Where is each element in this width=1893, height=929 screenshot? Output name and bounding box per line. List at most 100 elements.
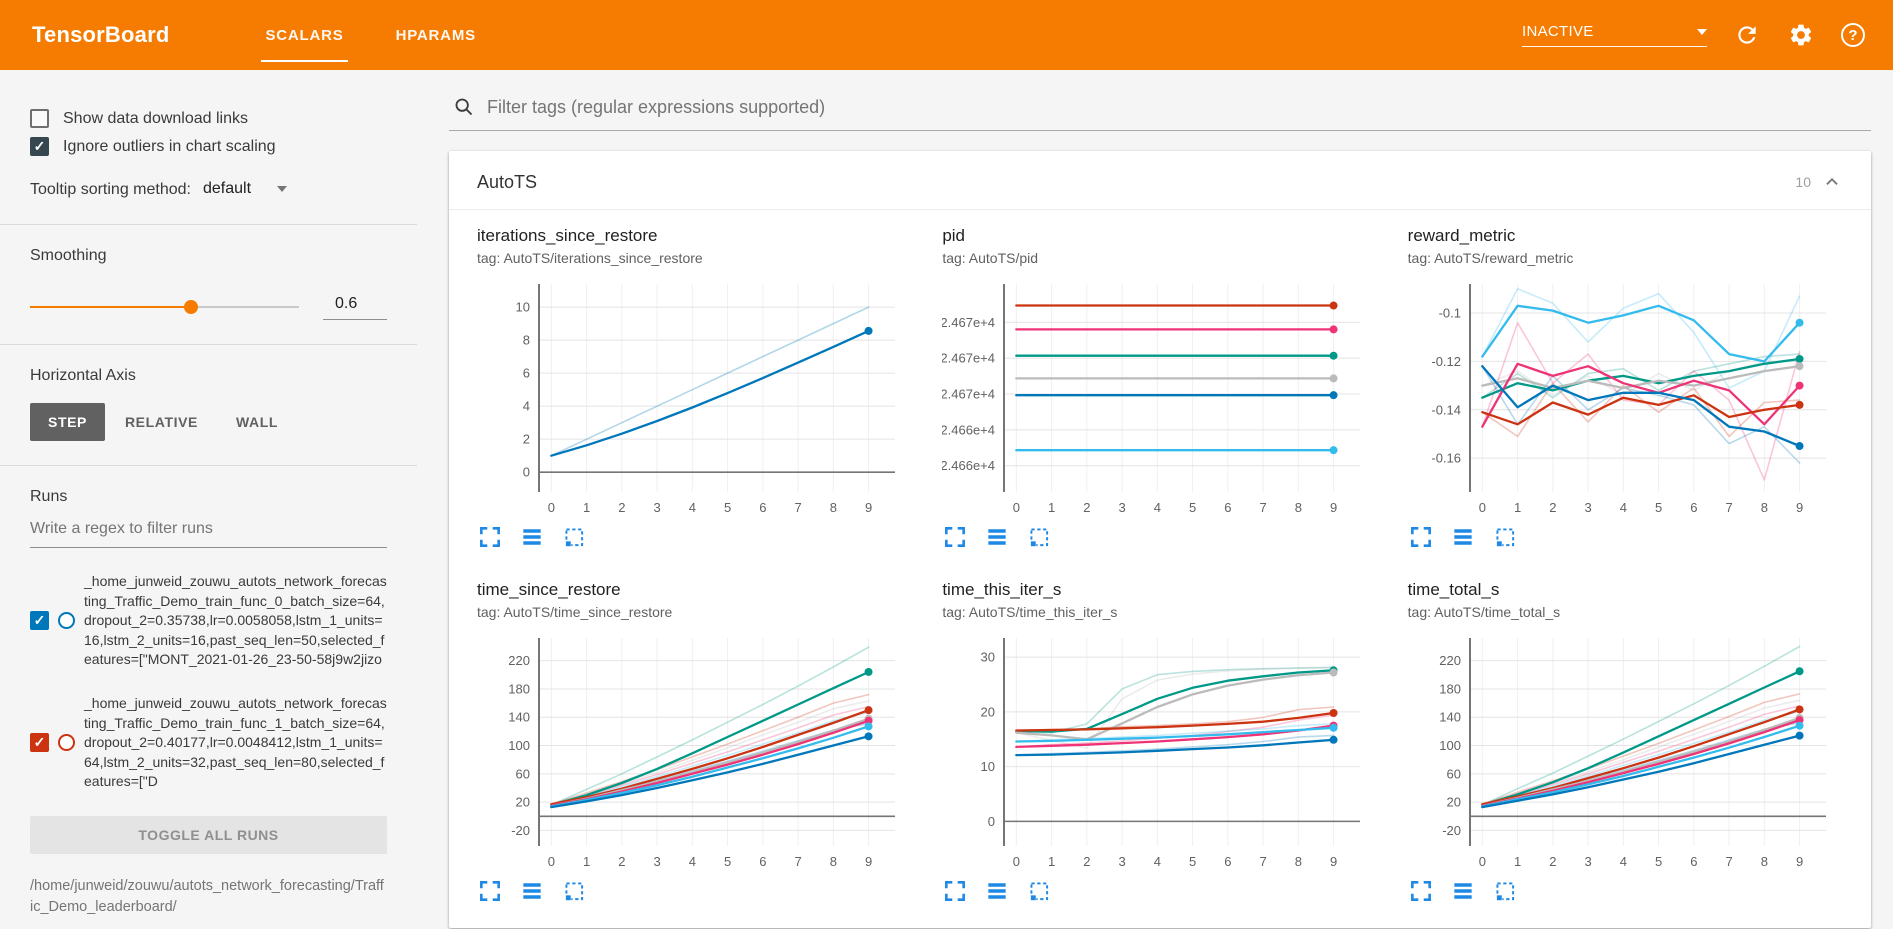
fit-domain-icon[interactable] [561, 524, 587, 550]
run-checkbox[interactable]: ✓ [30, 733, 49, 753]
checkbox-row-0[interactable]: Show data download links [30, 109, 387, 128]
svg-text:2.466e+4: 2.466e+4 [942, 458, 995, 473]
tab-hparams[interactable]: HPARAMS [395, 26, 476, 44]
menu-lines-icon[interactable] [984, 524, 1010, 550]
chart-plot[interactable]: 220 180 140 100 60 20 -20 0 1 2 3 4 5 6 7 8 9 [477, 628, 909, 876]
svg-text:5: 5 [1189, 854, 1196, 869]
chart-plot[interactable]: 2.467e+4 2.467e+4 2.467e+4 2.466e+4 2.466e+4… [942, 274, 1374, 522]
svg-text:5: 5 [1189, 500, 1196, 515]
charts-grid: iterations_since_restore tag: AutoTS/iter… [449, 210, 1871, 928]
fit-domain-icon[interactable] [1492, 524, 1518, 550]
chart-tag: tag: AutoTS/pid [942, 250, 1039, 266]
tooltip-sorting-value: default [202, 180, 252, 197]
smoothing-slider[interactable] [30, 299, 299, 314]
expand-chart-icon[interactable] [477, 878, 503, 904]
checkbox-label: Show data download links [63, 109, 249, 127]
fit-domain-icon[interactable] [1026, 878, 1052, 904]
run-row-1[interactable]: ✓ _home_junweid_zouwu_autots_network_fore… [30, 694, 387, 792]
run-checkbox[interactable]: ✓ [30, 611, 49, 631]
smoothing-section: Smoothing 0.6 [0, 225, 417, 345]
svg-text:0: 0 [1478, 854, 1485, 869]
chart-plot[interactable]: 0 2 4 6 8 10 0 1 2 3 4 5 6 7 8 9 [477, 274, 909, 522]
refresh-icon[interactable] [1733, 21, 1761, 49]
svg-text:6: 6 [1225, 854, 1232, 869]
tag-filter-input[interactable] [487, 96, 1867, 118]
runs-filter-input[interactable] [30, 510, 387, 548]
svg-text:6: 6 [759, 854, 766, 869]
menu-lines-icon[interactable] [1450, 524, 1476, 550]
svg-text:6: 6 [1690, 854, 1697, 869]
tag-filter-bar [449, 94, 1871, 131]
run-label: _home_junweid_zouwu_autots_network_forec… [84, 573, 387, 668]
card-count: 10 [1795, 174, 1811, 190]
svg-text:20: 20 [516, 795, 530, 810]
horizontal-axis-buttons: STEP RELATIVE WALL [30, 403, 387, 441]
fit-domain-icon[interactable] [561, 878, 587, 904]
settings-gear-icon[interactable] [1787, 21, 1815, 49]
svg-text:9: 9 [1330, 500, 1337, 515]
svg-text:0: 0 [1013, 854, 1020, 869]
menu-lines-icon[interactable] [1450, 878, 1476, 904]
nav-tabs: SCALARS HPARAMS [239, 0, 501, 70]
sidebar-general-section: Show data download links ✓ Ignore outliers… [0, 78, 417, 225]
axis-button-step[interactable]: STEP [30, 403, 105, 441]
chart-title: iterations_since_restore [477, 226, 658, 245]
svg-text:8: 8 [830, 500, 837, 515]
expand-chart-icon[interactable] [942, 524, 968, 550]
chart-toolbar [477, 524, 912, 550]
svg-text:2.467e+4: 2.467e+4 [942, 315, 995, 330]
checkbox-row-1[interactable]: ✓ Ignore outliers in chart scaling [30, 137, 387, 156]
svg-text:3: 3 [653, 500, 660, 515]
toggle-all-runs-button[interactable]: TOGGLE ALL RUNS [30, 815, 387, 854]
chart-card-reward_metric: reward_metric tag: AutoTS/reward_metric -0… [1408, 226, 1843, 550]
menu-lines-icon[interactable] [519, 878, 545, 904]
chevron-down-icon [277, 186, 288, 192]
smoothing-slider-thumb[interactable] [184, 299, 199, 314]
chart-plot[interactable]: 30 20 10 0 0 1 2 3 4 5 6 7 8 9 [942, 628, 1374, 876]
expand-chart-icon[interactable] [1408, 524, 1434, 550]
menu-lines-icon[interactable] [984, 878, 1010, 904]
svg-text:10: 10 [516, 300, 530, 315]
svg-text:1: 1 [583, 854, 590, 869]
axis-button-relative[interactable]: RELATIVE [124, 414, 198, 430]
chevron-down-icon [1697, 28, 1707, 35]
chart-tag: tag: AutoTS/time_this_iter_s [942, 604, 1118, 620]
smoothing-value-input[interactable]: 0.6 [323, 293, 387, 320]
run-row-0[interactable]: ✓ _home_junweid_zouwu_autots_network_fore… [30, 572, 387, 670]
expand-chart-icon[interactable] [1408, 878, 1434, 904]
chevron-up-icon[interactable] [1821, 171, 1843, 193]
run-radio[interactable] [58, 612, 75, 630]
run-radio[interactable] [58, 734, 75, 752]
help-icon[interactable]: ? [1841, 23, 1865, 47]
svg-text:0: 0 [1013, 500, 1020, 515]
menu-lines-icon[interactable] [519, 524, 545, 550]
svg-text:6: 6 [759, 500, 766, 515]
chart-plot[interactable]: -0.1 -0.12 -0.14 -0.16 0 1 2 3 4 5 6 7 8 9 [1408, 274, 1840, 522]
fit-domain-icon[interactable] [1026, 524, 1052, 550]
tooltip-sorting-dropdown[interactable]: default [202, 180, 288, 200]
svg-text:6: 6 [523, 366, 530, 381]
fit-domain-icon[interactable] [1492, 878, 1518, 904]
svg-text:-0.12: -0.12 [1431, 354, 1461, 369]
runs-base-path: /home/junweid/zouwu/autots_network_forec… [30, 877, 384, 915]
card-header[interactable]: AutoTS 10 [449, 151, 1871, 210]
svg-text:1: 1 [1514, 500, 1521, 515]
expand-chart-icon[interactable] [942, 878, 968, 904]
status-dropdown[interactable]: INACTIVE [1522, 23, 1707, 47]
svg-text:2: 2 [1549, 500, 1556, 515]
svg-text:0: 0 [548, 500, 555, 515]
smoothing-slider-fill [30, 305, 192, 308]
svg-text:220: 220 [508, 653, 530, 668]
svg-text:7: 7 [1260, 854, 1267, 869]
checkbox-checked-icon[interactable]: ✓ [30, 137, 49, 156]
tab-scalars[interactable]: SCALARS [239, 0, 369, 70]
expand-chart-icon[interactable] [477, 524, 503, 550]
svg-text:7: 7 [794, 500, 801, 515]
chart-plot[interactable]: 220 180 140 100 60 20 -20 0 1 2 3 4 5 6 7 8 9 [1408, 628, 1840, 876]
checkbox-unchecked-icon[interactable] [30, 109, 49, 128]
chart-toolbar [942, 524, 1377, 550]
svg-text:5: 5 [724, 500, 731, 515]
svg-text:4: 4 [689, 854, 696, 869]
svg-text:-0.16: -0.16 [1431, 451, 1461, 466]
axis-button-wall[interactable]: WALL [235, 414, 279, 430]
